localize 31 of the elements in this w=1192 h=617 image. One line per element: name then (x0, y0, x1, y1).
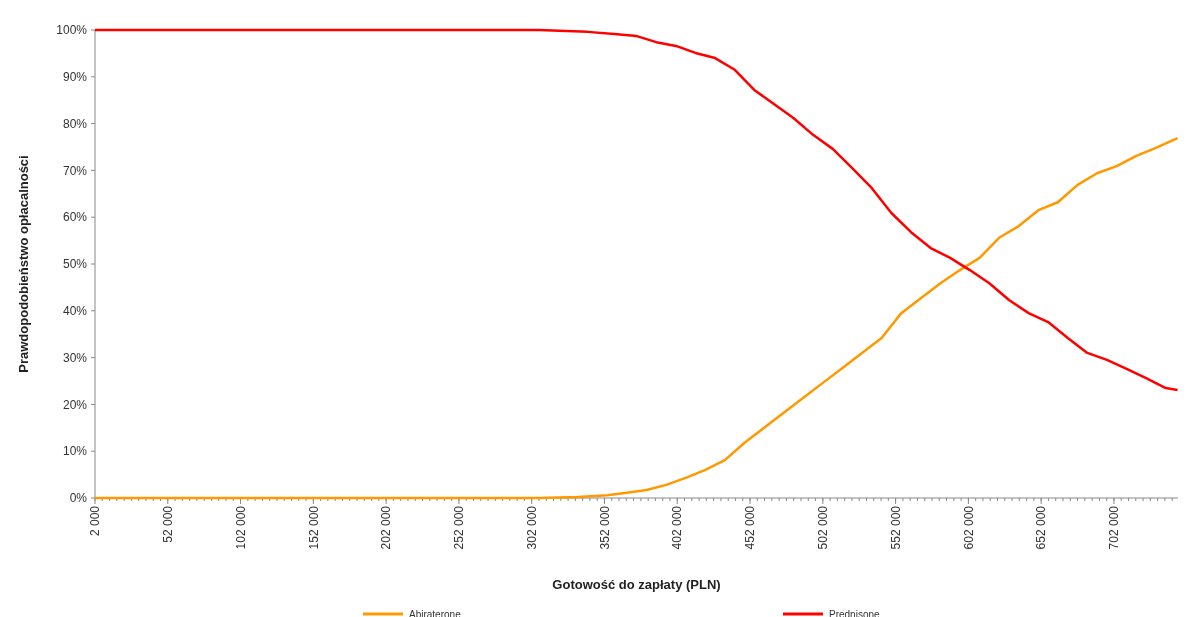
y-tick-label: 20% (62, 397, 88, 412)
x-tick-label: 252 000 (452, 505, 467, 550)
x-tick-label: 152 000 (306, 505, 321, 550)
x-tick-label: 602 000 (961, 505, 976, 550)
y-tick-label: 0% (69, 491, 88, 506)
y-tick-label: 70% (62, 163, 88, 178)
x-tick-label: 402 000 (670, 505, 685, 550)
x-tick-label: 502 000 (816, 505, 831, 550)
x-tick-label: 2 000 (88, 505, 103, 537)
y-tick-label: 90% (62, 70, 88, 84)
x-tick-label: 202 000 (379, 505, 394, 550)
legend-label: Prednisone (829, 608, 881, 617)
y-tick-label: 50% (62, 257, 88, 272)
y-tick-label: 60% (62, 210, 88, 225)
y-tick-label: 30% (62, 350, 88, 365)
x-tick-label: 702 000 (1107, 505, 1122, 550)
x-tick-label: 302 000 (524, 505, 539, 550)
x-axis-title: Gotowość do zapłaty (PLN) (552, 577, 721, 592)
y-tick-label: 40% (62, 304, 88, 318)
x-tick-label: 102 000 (233, 505, 248, 550)
x-tick-label: 552 000 (888, 505, 903, 550)
x-tick-label: 52 000 (160, 505, 175, 543)
x-tick-label: 652 000 (1034, 505, 1049, 550)
line-series (93, 28, 1179, 392)
y-tick-label: 80% (62, 116, 88, 131)
legend-label: Abiraterone (409, 608, 462, 617)
x-tick-label: 352 000 (597, 505, 612, 550)
x-tick-label: 452 000 (743, 505, 758, 550)
y-axis-title: Prawdopodobieństwo opłacalności (16, 155, 31, 373)
y-tick-label: 10% (62, 444, 88, 459)
y-tick-label: 100% (56, 23, 88, 38)
